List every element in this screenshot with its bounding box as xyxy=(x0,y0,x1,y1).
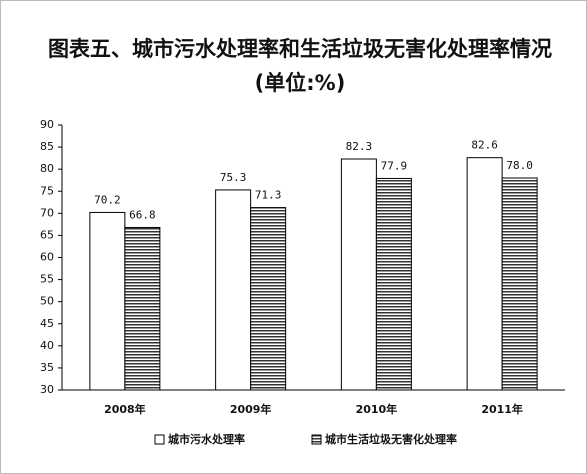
legend-label: 城市污水处理率 xyxy=(168,432,245,446)
bar xyxy=(250,207,287,391)
y-tick-label: 55 xyxy=(40,273,54,286)
legend-swatch xyxy=(154,434,165,445)
y-tick-label: 50 xyxy=(40,295,54,308)
data-label: 75.3 xyxy=(220,171,247,184)
y-tick-label: 30 xyxy=(40,383,54,396)
legend-swatch xyxy=(311,434,322,445)
data-label: 77.9 xyxy=(381,159,408,172)
chart-title: 图表五、城市污水处理率和生活垃圾无害化处理率情况 xyxy=(48,37,552,61)
y-tick-label: 85 xyxy=(40,140,54,153)
bar xyxy=(340,158,377,391)
data-label: 82.3 xyxy=(346,140,373,153)
x-tick-label: 2008年 xyxy=(104,402,146,416)
bar xyxy=(375,177,412,391)
bar xyxy=(124,226,161,391)
bar xyxy=(215,189,252,391)
data-label: 70.2 xyxy=(94,193,121,206)
x-tick-label: 2011年 xyxy=(481,402,523,416)
chart-subtitle: (单位:%) xyxy=(255,71,346,95)
bar xyxy=(89,211,126,391)
data-label: 82.6 xyxy=(471,139,498,152)
data-label: 78.0 xyxy=(506,159,533,172)
data-label: 71.3 xyxy=(255,189,282,202)
legend-label: 城市生活垃圾无害化处理率 xyxy=(325,432,457,446)
y-tick-label: 90 xyxy=(40,118,54,131)
y-tick-label: 40 xyxy=(40,339,54,352)
x-tick-label: 2010年 xyxy=(356,402,398,416)
y-tick-label: 70 xyxy=(40,206,54,219)
y-tick-label: 75 xyxy=(40,184,54,197)
y-tick-label: 35 xyxy=(40,361,54,374)
bar xyxy=(501,177,538,391)
y-tick-label: 60 xyxy=(40,251,54,264)
y-tick-label: 65 xyxy=(40,228,54,241)
y-tick-label: 45 xyxy=(40,317,54,330)
x-tick-label: 2009年 xyxy=(230,402,272,416)
bar xyxy=(466,157,503,391)
y-tick-label: 80 xyxy=(40,162,54,175)
data-label: 66.8 xyxy=(129,208,156,221)
